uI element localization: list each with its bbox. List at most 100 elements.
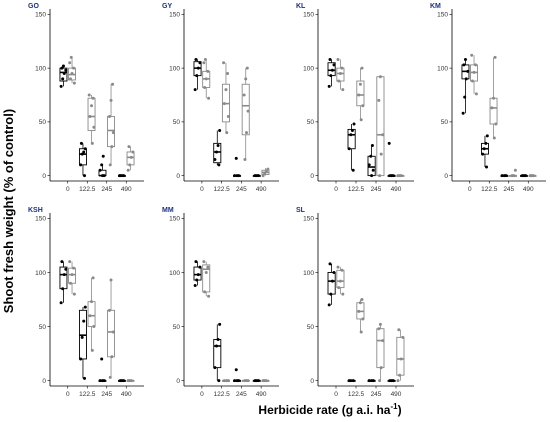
data-point bbox=[202, 61, 206, 65]
data-point bbox=[222, 61, 226, 65]
box-grey-490 bbox=[261, 379, 270, 383]
panel-title: MM bbox=[162, 207, 174, 214]
box-black-490 bbox=[387, 141, 396, 178]
data-point bbox=[347, 147, 351, 151]
box-grey-245 bbox=[376, 75, 385, 178]
data-point bbox=[118, 174, 122, 178]
box-grey-0 bbox=[336, 265, 345, 296]
data-point bbox=[68, 281, 72, 285]
data-point bbox=[349, 133, 353, 137]
data-point bbox=[83, 174, 87, 178]
box-grey-0 bbox=[202, 260, 211, 298]
box-grey-245 bbox=[107, 82, 115, 167]
data-point bbox=[242, 93, 246, 97]
data-point bbox=[378, 174, 382, 178]
box-grey-0 bbox=[68, 260, 76, 296]
data-point bbox=[336, 58, 340, 62]
data-point bbox=[108, 163, 112, 167]
data-point bbox=[60, 66, 64, 70]
box-black-122.5 bbox=[78, 305, 87, 380]
y-tick-label: 50 bbox=[441, 119, 449, 126]
box-grey-0 bbox=[68, 55, 76, 85]
data-point bbox=[513, 168, 517, 172]
panel-title: SL bbox=[296, 207, 306, 214]
box-iqr bbox=[107, 309, 115, 358]
data-point bbox=[340, 66, 344, 70]
data-point bbox=[463, 58, 467, 62]
data-point bbox=[464, 77, 468, 81]
data-point bbox=[217, 163, 221, 167]
data-point bbox=[494, 122, 498, 126]
box-grey-122.5 bbox=[221, 379, 230, 383]
data-point bbox=[226, 115, 230, 118]
box-black-490 bbox=[252, 174, 261, 178]
data-point bbox=[68, 61, 72, 65]
data-point bbox=[391, 174, 395, 178]
data-point bbox=[391, 379, 395, 383]
box-black-245 bbox=[367, 144, 376, 178]
data-point bbox=[213, 366, 217, 370]
y-tick-label: 50 bbox=[39, 119, 47, 126]
box-black-122.5 bbox=[213, 128, 222, 167]
data-point bbox=[338, 72, 342, 75]
data-point bbox=[61, 64, 65, 68]
box-black-490 bbox=[117, 174, 126, 178]
data-point bbox=[245, 66, 249, 70]
data-point bbox=[204, 270, 208, 274]
data-point bbox=[129, 155, 133, 159]
box-black-490 bbox=[117, 379, 126, 383]
box-black-245 bbox=[367, 379, 376, 383]
data-point bbox=[237, 379, 241, 383]
data-point bbox=[213, 158, 217, 161]
y-tick-label: 150 bbox=[169, 12, 180, 19]
data-point bbox=[82, 150, 86, 154]
y-tick-label: 0 bbox=[176, 173, 180, 180]
data-point bbox=[83, 376, 87, 380]
y-tick-label: 0 bbox=[310, 378, 314, 385]
data-point bbox=[107, 308, 111, 312]
x-tick-label: 0 bbox=[66, 391, 70, 398]
data-point bbox=[196, 273, 200, 277]
box-grey-490 bbox=[126, 379, 135, 383]
data-point bbox=[100, 357, 104, 361]
box-black-245 bbox=[233, 156, 242, 178]
data-point bbox=[341, 88, 345, 92]
data-point bbox=[203, 85, 207, 89]
data-point bbox=[512, 174, 516, 178]
x-axis-label-main: Herbicide rate (g a.i. ha bbox=[258, 403, 390, 417]
y-tick-label: 0 bbox=[444, 173, 448, 180]
data-point bbox=[358, 82, 362, 86]
y-axis-label: Shoot fresh weight (% of control) bbox=[1, 109, 16, 313]
data-point bbox=[91, 96, 95, 100]
data-point bbox=[70, 273, 74, 277]
panel-kl: KL 0 50 100 150 0 122.5 245 490 bbox=[296, 3, 414, 193]
x-tick-label: 245 bbox=[371, 186, 382, 193]
box-grey-122.5 bbox=[356, 298, 365, 334]
data-point bbox=[90, 104, 94, 108]
data-point bbox=[370, 174, 374, 178]
data-point bbox=[79, 163, 83, 167]
data-point bbox=[493, 55, 497, 59]
data-point bbox=[195, 278, 199, 282]
y-tick-label: 100 bbox=[437, 65, 448, 72]
data-point bbox=[193, 283, 197, 287]
box-iqr bbox=[87, 301, 96, 327]
data-point bbox=[83, 147, 87, 151]
data-point bbox=[361, 104, 365, 108]
data-point bbox=[396, 379, 400, 383]
y-tick-label: 100 bbox=[35, 65, 46, 72]
data-point bbox=[377, 327, 381, 331]
data-point bbox=[369, 154, 373, 158]
data-point bbox=[327, 303, 331, 307]
data-point bbox=[82, 319, 86, 323]
box-grey-122.5 bbox=[87, 276, 96, 352]
box-grey-245 bbox=[509, 168, 517, 178]
data-point bbox=[110, 145, 114, 149]
x-axis-label-superscript: -1 bbox=[390, 402, 398, 411]
data-point bbox=[206, 69, 210, 73]
y-tick-label: 50 bbox=[173, 324, 181, 331]
data-point bbox=[207, 294, 211, 298]
data-point bbox=[481, 152, 485, 156]
data-point bbox=[337, 79, 341, 83]
data-point bbox=[329, 292, 333, 296]
